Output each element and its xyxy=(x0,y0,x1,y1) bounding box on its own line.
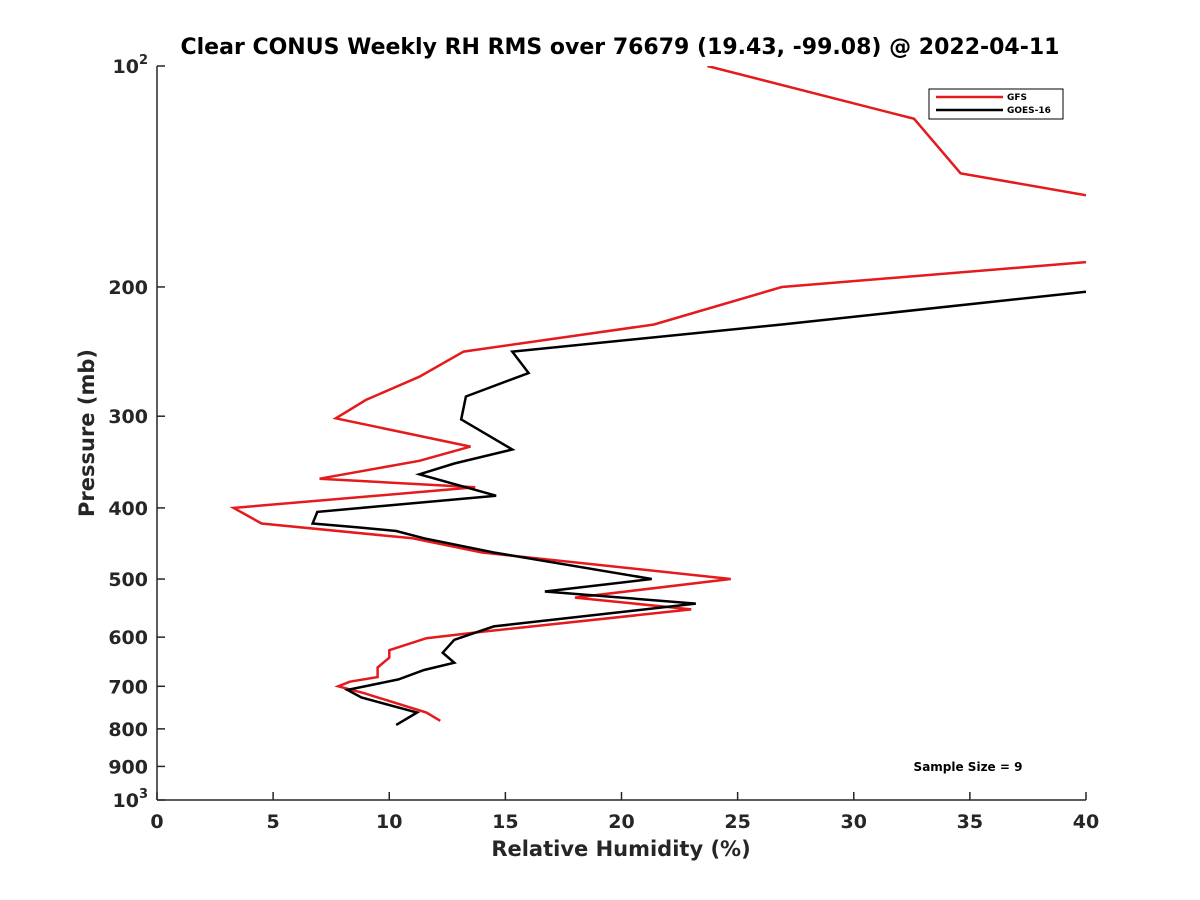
x-tick-label: 35 xyxy=(957,811,983,833)
y-tick-label: 800 xyxy=(108,719,148,741)
y-tick-label: 900 xyxy=(108,756,148,778)
legend-label-goes16: GOES-16 xyxy=(1007,106,1051,116)
x-ticks: 0 5 10 15 20 25 30 35 40 xyxy=(150,792,1099,833)
chart-title: Clear CONUS Weekly RH RMS over 76679 (19… xyxy=(181,35,1060,60)
y-tick-label: 103 xyxy=(113,787,149,812)
y-tick-label: 300 xyxy=(108,406,148,428)
y-tick-label: 600 xyxy=(108,627,148,649)
y-axis-label: Pressure (mb) xyxy=(75,349,99,517)
x-tick-label: 30 xyxy=(841,811,867,833)
y-tick-label: 102 xyxy=(113,53,149,78)
y-tick-label: 700 xyxy=(108,676,148,698)
x-tick-label: 5 xyxy=(267,811,280,833)
x-axis-label: Relative Humidity (%) xyxy=(491,837,750,861)
series-layer xyxy=(229,66,1086,726)
y-tick-label: 400 xyxy=(108,498,148,520)
x-tick-label: 40 xyxy=(1073,811,1099,833)
x-tick-label: 20 xyxy=(608,811,634,833)
series-line-gfs xyxy=(229,260,1086,722)
sample-size-annotation: Sample Size = 9 xyxy=(914,760,1023,774)
series-line-goes16 xyxy=(310,290,1086,726)
legend-label-gfs: GFS xyxy=(1007,93,1027,103)
x-tick-label: 0 xyxy=(150,811,163,833)
y-tick-label: 200 xyxy=(108,277,148,299)
plot-area: 0 5 10 15 20 25 30 35 40 102 200 300 400 500 600 700 80… xyxy=(108,53,1099,833)
y-tick-label: 500 xyxy=(108,569,148,591)
legend: GFS GOES-16 xyxy=(928,88,1064,120)
x-tick-label: 25 xyxy=(724,811,750,833)
series-line-gfs-upper xyxy=(707,66,1086,197)
legend-box xyxy=(928,88,1064,120)
x-tick-label: 15 xyxy=(492,811,518,833)
y-ticks: 102 200 300 400 500 600 700 800 900 103 xyxy=(108,53,165,812)
x-tick-label: 10 xyxy=(376,811,402,833)
